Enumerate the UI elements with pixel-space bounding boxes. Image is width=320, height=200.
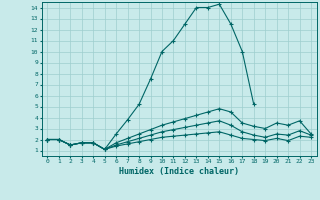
X-axis label: Humidex (Indice chaleur): Humidex (Indice chaleur) (119, 167, 239, 176)
